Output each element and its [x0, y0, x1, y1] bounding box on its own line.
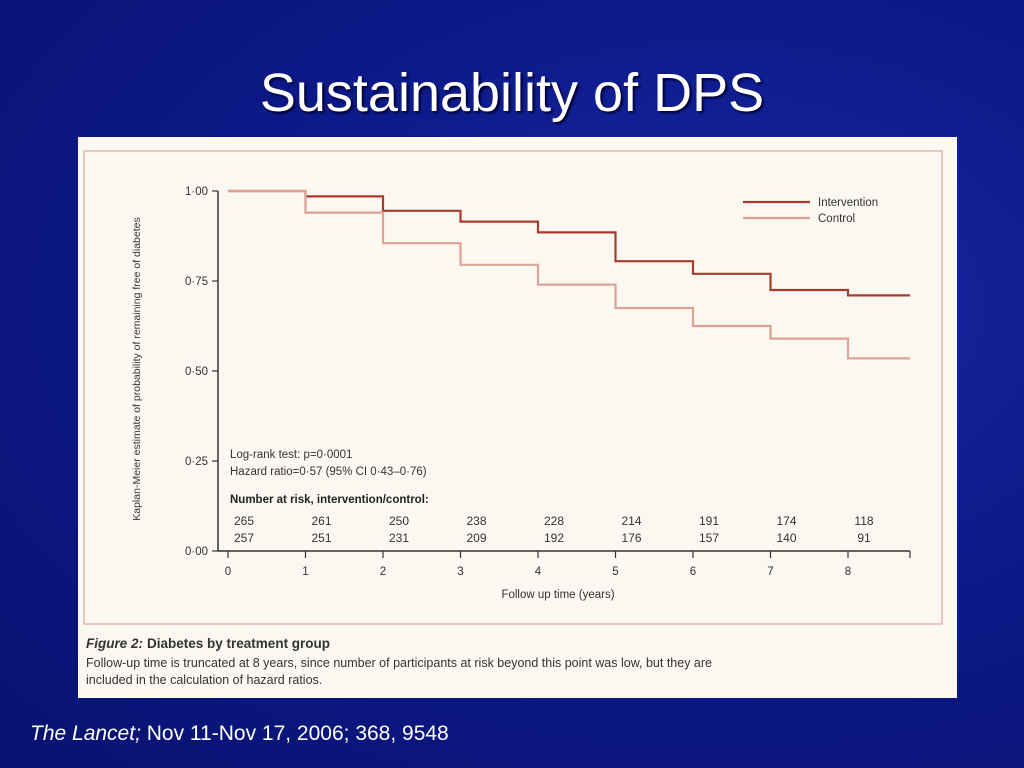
risk-intervention: 265: [234, 514, 254, 528]
risk-intervention: 214: [621, 514, 641, 528]
x-tick-label: 0: [225, 566, 231, 578]
x-tick-label: 7: [767, 566, 773, 578]
figure-caption-title: Figure 2: Diabetes by treatment group: [86, 636, 330, 651]
km-chart: 0·00 0·25 0·50 0·75 1·00 0 1 2 3 4 5 6 7 8 Follow up t…: [83, 150, 943, 687]
risk-header: Number at risk, intervention/control:: [230, 494, 429, 506]
legend-label: Intervention: [818, 197, 878, 209]
risk-control: 157: [699, 531, 719, 545]
risk-intervention: 238: [466, 514, 486, 528]
series-line-control: [228, 189, 910, 360]
y-tick-label: 0·25: [185, 456, 208, 468]
risk-control: 251: [311, 531, 331, 545]
risk-control: 257: [234, 531, 254, 545]
citation-details: Nov 11-Nov 17, 2006; 368, 9548: [146, 722, 449, 745]
y-tick-label: 1·00: [185, 186, 208, 198]
risk-control: 140: [776, 531, 796, 545]
logrank-text: Log-rank test: p=0·0001: [230, 449, 352, 461]
figure-panel: 0·00 0·25 0·50 0·75 1·00 0 1 2 3 4 5 6 7 8 Follow up t…: [78, 137, 957, 698]
x-tick-label: 3: [457, 566, 463, 578]
hazard-ratio-text: Hazard ratio=0·57 (95% CI 0·43–0·76): [230, 466, 427, 478]
x-tick-label: 2: [380, 566, 386, 578]
risk-control: 192: [544, 531, 564, 545]
y-axis-label: Kaplan-Meier estimate of probability of …: [131, 217, 143, 521]
x-axis-label: Follow up time (years): [501, 589, 614, 601]
caption-line-1: Follow-up time is truncated at 8 years, …: [86, 656, 712, 670]
x-tick-label: 6: [690, 566, 696, 578]
risk-intervention: 191: [699, 514, 719, 528]
risk-intervention: 118: [854, 514, 873, 528]
risk-control: 176: [621, 531, 641, 545]
risk-intervention: 261: [311, 514, 331, 528]
series-line-intervention: [228, 189, 910, 297]
risk-intervention: 228: [544, 514, 564, 528]
citation: The Lancet; Nov 11-Nov 17, 2006; 368, 95…: [30, 722, 449, 746]
risk-control: 209: [466, 531, 486, 545]
risk-control: 231: [389, 531, 409, 545]
plot-frame: [83, 150, 943, 625]
x-tick-label: 8: [845, 566, 851, 578]
figure-caption-text: Diabetes by treatment group: [147, 636, 330, 651]
y-tick-label: 0·50: [185, 366, 208, 378]
x-tick-label: 5: [612, 566, 618, 578]
y-tick-label: 0·00: [185, 546, 208, 558]
risk-control: 91: [857, 531, 871, 545]
caption-line-2: included in the calculation of hazard ra…: [86, 673, 322, 687]
slide-title: Sustainability of DPS: [259, 63, 765, 123]
x-tick-label: 1: [302, 566, 308, 578]
legend-label: Control: [818, 213, 855, 225]
risk-intervention: 174: [776, 514, 796, 528]
citation-journal: The Lancet;: [30, 722, 141, 745]
risk-intervention: 250: [389, 514, 409, 528]
figure-caption-label: Figure 2:: [86, 636, 143, 651]
x-tick-label: 4: [535, 566, 542, 578]
y-tick-label: 0·75: [185, 276, 208, 288]
